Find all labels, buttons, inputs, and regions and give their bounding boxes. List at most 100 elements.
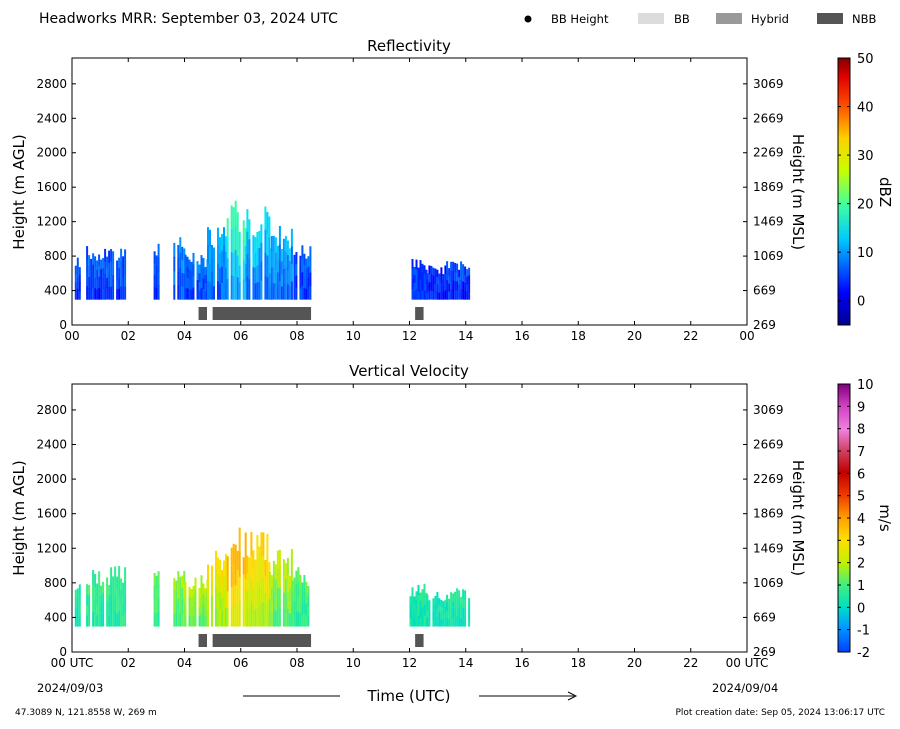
y-tick-label: 2400	[36, 438, 67, 452]
echo-segment	[184, 252, 209, 300]
colorbar-tick-label: 4	[857, 512, 865, 527]
x-tick-label: 00	[739, 329, 754, 343]
y-tick-label: 1200	[36, 541, 67, 555]
colorbar-tick-label: -2	[857, 646, 870, 661]
echo-segment	[226, 200, 247, 300]
colorbar-scale	[837, 57, 851, 326]
echo-segment	[246, 206, 271, 300]
echo-field	[74, 527, 471, 627]
echo-segment	[173, 237, 186, 300]
colorbar-tick-label: 3	[857, 534, 865, 549]
echo-segment	[153, 571, 160, 627]
colorbar-tick-label: 10	[857, 246, 874, 261]
echo-field	[74, 200, 471, 300]
x-tick-label: 08	[289, 329, 304, 343]
velocity-title: Vertical Velocity	[349, 362, 469, 380]
plot-frame	[71, 57, 748, 326]
y-tick-label-right: 269	[753, 645, 776, 659]
velocity-ylabel-right: Height (m MSL)	[789, 460, 807, 576]
colorbar-tick-label: 20	[857, 198, 874, 213]
echo-segment	[411, 259, 428, 300]
echo-segment	[207, 550, 227, 627]
y-tick-label-right: 2669	[753, 111, 784, 125]
bb-legend: BB Height BB Hybrid NBB	[524, 12, 876, 26]
reflectivity-title: Reflectivity	[367, 37, 451, 55]
colorbar-tick-label: 9	[857, 400, 865, 415]
echo-segment	[291, 567, 310, 627]
x-tick-label: 16	[514, 656, 529, 670]
legend-bb-height-label: BB Height	[551, 12, 609, 26]
y-tick-label-right: 669	[753, 284, 776, 298]
y-tick-label-right: 2669	[753, 438, 784, 452]
colorbar-tick-label: 1	[857, 579, 865, 594]
y-tick-label: 2800	[36, 77, 67, 91]
y-tick-label-right: 1469	[753, 215, 784, 229]
start-date-label: 2024/09/03	[37, 681, 103, 695]
echo-segment	[184, 575, 209, 627]
colorbar-tick-label: 5	[857, 490, 865, 505]
y-tick-label-right: 1069	[753, 249, 784, 263]
y-tick-label: 800	[44, 249, 67, 263]
y-tick-label-right: 1069	[753, 576, 784, 590]
colorbar-tick-label: 10	[857, 378, 874, 393]
y-tick-label: 400	[44, 284, 67, 298]
echo-segment	[153, 243, 160, 300]
legend-hybrid-label: Hybrid	[751, 12, 789, 26]
echo-segment	[426, 591, 447, 627]
reflectivity-ylabel-right: Height (m MSL)	[789, 134, 807, 250]
y-tick-label-right: 1469	[753, 541, 784, 555]
colorbar-tick-label: 2	[857, 557, 865, 572]
colorbar-tick-label: 8	[857, 423, 865, 438]
legend-bb-height-dot	[524, 15, 532, 23]
nbb-bar	[212, 307, 312, 320]
x-tick-label: 00	[64, 329, 79, 343]
y-tick-label: 1600	[36, 507, 67, 521]
legend-bb-label: BB	[674, 12, 690, 26]
x-tick-label: 02	[121, 329, 136, 343]
x-tick-label: 22	[683, 329, 698, 343]
echo-segment	[74, 584, 81, 627]
x-tick-label: 12	[402, 329, 417, 343]
colorbar-tick-label: 6	[857, 467, 865, 482]
echo-segment	[268, 549, 293, 627]
x-tick-label: 14	[458, 656, 473, 670]
legend-nbb-swatch	[817, 13, 843, 24]
y-tick-label: 800	[44, 576, 67, 590]
y-tick-label-right: 269	[753, 318, 776, 332]
x-tick-label: 04	[177, 656, 192, 670]
y-tick-label-right: 1869	[753, 507, 784, 521]
x-tick-label: 06	[233, 329, 248, 343]
legend-hybrid-swatch	[716, 13, 742, 24]
nbb-bar	[198, 634, 207, 647]
reflectivity-ylabel: Height (m AGL)	[10, 134, 28, 249]
velocity-colorbar-label: m/s	[876, 504, 894, 532]
x-tick-label: 08	[289, 656, 304, 670]
echo-segment	[426, 265, 447, 300]
x-tick-label: 18	[571, 656, 586, 670]
x-tick-label: 18	[571, 329, 586, 343]
echo-segment	[86, 246, 127, 300]
y-tick-label: 2000	[36, 146, 67, 160]
colorbar-tick-label: 0	[857, 295, 865, 310]
nbb-bar	[212, 634, 312, 647]
y-tick-label-right: 3069	[753, 77, 784, 91]
y-tick-label: 400	[44, 610, 67, 624]
nbb-bar	[415, 634, 424, 647]
x-tick-label: 06	[233, 656, 248, 670]
echo-segment	[409, 583, 428, 627]
echo-segment	[446, 261, 471, 300]
x-tick-label: 00 UTC	[726, 656, 769, 670]
y-tick-label: 2400	[36, 111, 67, 125]
y-tick-label: 0	[59, 318, 67, 332]
echo-segment	[74, 257, 81, 300]
x-tick-label: 04	[177, 329, 192, 343]
x-tick-label: 22	[683, 656, 698, 670]
colorbar-tick-label: 0	[857, 601, 865, 616]
time-arrow-icon	[567, 691, 578, 701]
creation-date-text: Plot creation date: Sep 05, 2024 13:06:1…	[675, 708, 885, 718]
colorbar-tick-label: 50	[857, 52, 874, 67]
